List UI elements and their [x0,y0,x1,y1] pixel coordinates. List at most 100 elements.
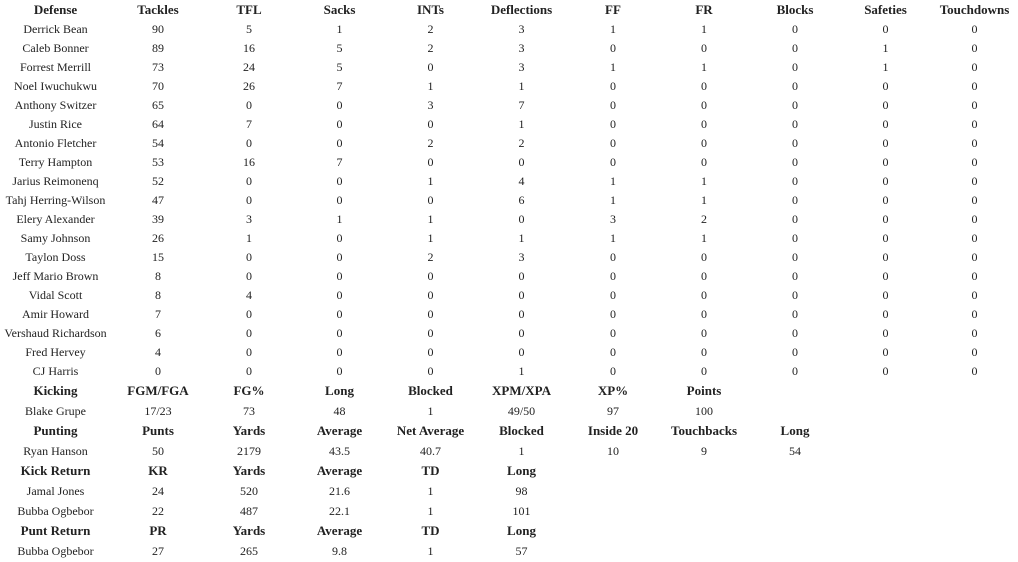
stat-cell: 47 [152,193,164,207]
player-name: Terry Hampton [18,155,93,169]
stat-cell: 0 [427,364,434,378]
stat-cell: 0 [246,269,252,283]
table-row: Blake Grupe 17/23 73 48 1 49/50 97 100 [0,401,1018,421]
stat-cell: 0 [246,136,252,150]
stat-cell: 0 [427,307,434,321]
stat-cell: 0 [246,98,252,112]
stat-cell: 0 [610,98,616,112]
stat-cell: 0 [971,288,978,302]
stat-cell: 1 [427,212,434,226]
stat-cell: 1 [518,231,525,245]
stat-cell: 0 [518,212,525,226]
stat-cell: 0 [701,326,707,340]
stat-cell: 53 [152,155,164,169]
table-row: Derrick Bean 90 5 1 2 3 1 1 0 0 0 [0,20,1018,39]
stat-cell: 9.8 [332,544,347,558]
stat-cell: 4 [155,345,161,359]
stat-cell: 7 [518,98,525,112]
stat-cell: 57 [515,544,528,558]
punt-return-section-title: Punt Return [20,523,91,538]
stat-cell: 89 [152,41,164,55]
stat-cell: 0 [882,345,889,359]
stat-cell: 1 [882,41,889,55]
stat-cell: 8 [155,269,161,283]
stat-cell: 0 [971,250,978,264]
player-name: Caleb Bonner [22,41,89,55]
stat-cell: 0 [792,212,798,226]
stat-cell: 3 [246,212,252,226]
stat-cell: 0 [971,22,978,36]
stat-cell: 0 [701,98,707,112]
stat-cell: 0 [427,117,434,131]
stat-cell: 0 [610,288,616,302]
player-name: Vershaud Richardson [4,326,107,340]
punt-return-header-row: Punt Return PR Yards Average TD Long [0,521,1018,541]
kicking-section-title: Kicking [33,383,78,398]
table-row: Forrest Merrill 73 24 5 0 3 1 1 0 1 0 [0,58,1018,77]
stat-cell: 0 [336,136,343,150]
stat-cell: 0 [610,345,616,359]
stat-cell: 2 [427,41,434,55]
stat-cell: 0 [882,155,889,169]
punting-column-header: Net Average [396,423,465,438]
stat-cell: 0 [971,231,978,245]
player-name: Anthony Switzer [14,98,97,112]
player-name: Taylon Doss [25,250,86,264]
table-row: Fred Hervey 4 0 0 0 0 0 0 0 0 0 [0,343,1018,362]
punt-return-column-header: PR [149,523,167,538]
stat-cell: 3 [518,22,525,36]
punting-column-header: Long [780,423,810,438]
stat-cell: 26 [152,231,164,245]
stat-cell: 5 [336,60,343,74]
punt-return-column-header: Average [316,523,363,538]
stat-cell: 0 [882,250,889,264]
stat-cell: 24 [152,484,164,498]
stat-cell: 3 [518,60,525,74]
stat-cell: 1 [610,174,616,188]
defense-column-header: Tackles [137,2,179,17]
kick-return-column-header: Long [507,463,536,478]
stat-cell: 0 [882,79,889,93]
stat-cell: 1 [427,79,434,93]
stat-cell: 0 [701,155,707,169]
stat-cell: 0 [792,364,798,378]
stat-cell: 0 [971,41,978,55]
stat-cell: 52 [152,174,164,188]
stat-cell: 0 [971,60,978,74]
stat-cell: 0 [882,117,889,131]
table-row: Elery Alexander 39 3 1 1 0 3 2 0 0 0 [0,210,1018,229]
stat-cell: 1 [518,79,525,93]
stat-cell: 10 [607,444,619,458]
punt-return-column-header: Long [507,523,536,538]
stat-cell: 0 [701,117,707,131]
stat-cell: 0 [427,193,434,207]
stat-cell: 0 [246,364,252,378]
stat-cell: 1 [518,444,525,458]
stat-cell: 16 [243,41,255,55]
stat-cell: 0 [792,22,798,36]
kicking-column-header: Points [686,383,722,398]
table-row: CJ Harris 0 0 0 0 1 0 0 0 0 0 [0,362,1018,381]
kicking-column-header: XPM/XPA [492,383,551,398]
player-name: Jarius Reimonenq [12,174,99,188]
stat-cell: 0 [882,174,889,188]
player-name: Jamal Jones [26,484,85,498]
table-row: Amir Howard 7 0 0 0 0 0 0 0 0 0 [0,305,1018,324]
stat-cell: 265 [240,544,258,558]
defense-column-header: Touchdowns [939,2,1010,17]
stat-cell: 7 [336,155,343,169]
stat-cell: 0 [792,41,798,55]
stat-cell: 1 [610,193,616,207]
stat-cell: 0 [792,136,798,150]
stat-cell: 7 [155,307,161,321]
stat-cell: 70 [152,79,164,93]
punting-column-header: Punts [142,423,174,438]
stat-cell: 0 [336,307,343,321]
table-row: Samy Johnson 26 1 0 1 1 1 1 0 0 0 [0,229,1018,248]
stat-cell: 0 [246,307,252,321]
stat-cell: 0 [792,155,798,169]
stat-cell: 5 [336,41,343,55]
stat-cell: 0 [882,193,889,207]
stat-cell: 0 [882,231,889,245]
stat-cell: 1 [336,212,343,226]
